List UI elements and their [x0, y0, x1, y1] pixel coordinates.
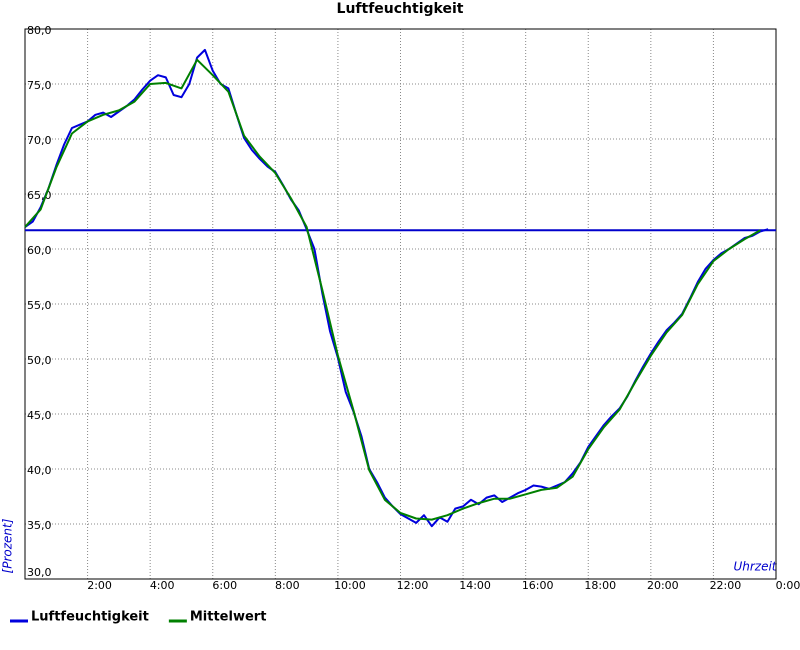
- x-tick-label: 4:00: [150, 579, 175, 592]
- data-line: [24, 58, 761, 521]
- y-tick-label: 80,0: [27, 24, 52, 37]
- x-tick-label: 16:00: [522, 579, 554, 592]
- y-tick-label: 60,0: [27, 244, 52, 257]
- x-tick-label: 22:00: [710, 579, 742, 592]
- x-tick-label: 18:00: [584, 579, 616, 592]
- x-tick-label: 12:00: [397, 579, 429, 592]
- plot-frame: [24, 28, 777, 580]
- y-tick-label: 40,0: [27, 464, 52, 477]
- y-tick-label: 35,0: [27, 519, 52, 532]
- data-line: [24, 48, 769, 528]
- x-tick-label: 10:00: [334, 579, 366, 592]
- x-axis-label: Uhrzeit: [733, 560, 777, 574]
- x-tick-label: 6:00: [212, 579, 237, 592]
- y-axis-label: [Prozent]: [1, 518, 15, 573]
- x-tick-label: 2:00: [87, 579, 112, 592]
- y-tick-label: 55,0: [27, 299, 52, 312]
- y-tick-label: 50,0: [27, 354, 52, 367]
- x-tick-label: 0:00: [776, 579, 800, 592]
- legend-label: Luftfeuchtigkeit: [31, 610, 149, 625]
- chart-title: Luftfeuchtigkeit: [337, 1, 464, 17]
- y-tick-label: 45,0: [27, 409, 52, 422]
- x-tick-label: 8:00: [275, 579, 300, 592]
- y-tick-label: 30,0: [27, 566, 52, 579]
- y-tick-label: 75,0: [27, 79, 52, 92]
- legend-label: Mittelwert: [190, 610, 267, 625]
- y-tick-label: 70,0: [27, 134, 52, 147]
- x-tick-label: 14:00: [459, 579, 491, 592]
- x-tick-label: 20:00: [647, 579, 679, 592]
